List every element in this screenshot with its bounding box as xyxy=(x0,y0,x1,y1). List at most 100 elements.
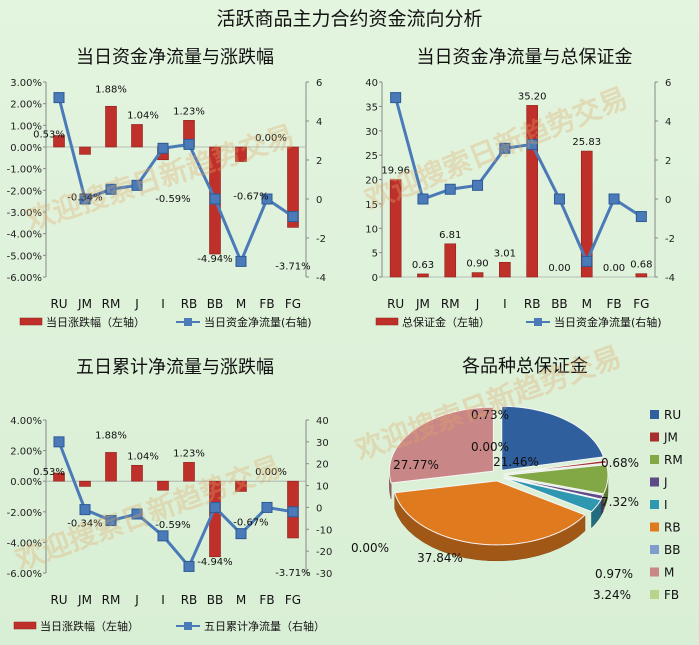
flow-marker-RU xyxy=(53,92,65,104)
legend-bar-swatch xyxy=(375,317,399,326)
pie-data-label: 37.84% xyxy=(417,551,463,565)
flow-marker-M xyxy=(581,255,593,267)
left-tick-label: 5 xyxy=(372,249,378,260)
category-label: JM xyxy=(77,297,92,311)
bar-J xyxy=(131,464,143,482)
right-tick-label: -4 xyxy=(316,273,326,284)
chart-margin-pie: 各品种总保证金 21.46% 0.68% 7.32% 0.97% 3.24% 37.84% 0… xyxy=(350,340,683,602)
bar-data-label: 3.01 xyxy=(494,248,516,259)
chart-title: 各品种总保证金 xyxy=(462,356,588,377)
pie-data-label: 0.97% xyxy=(595,567,633,581)
pie-slice-M xyxy=(388,406,494,484)
bar-M xyxy=(235,480,247,492)
bar-data-label: 1.04% xyxy=(127,110,159,121)
flow-marker-BB xyxy=(553,193,565,205)
pie-legend-label: RM xyxy=(664,453,683,467)
bar-JM xyxy=(417,273,429,278)
pie-data-label: 0.00% xyxy=(351,541,389,555)
pie-legend-swatch-J xyxy=(650,477,659,487)
left-tick-label: 40 xyxy=(365,78,378,89)
bar-RU xyxy=(53,135,65,148)
bar-data-label: -0.67% xyxy=(233,517,268,528)
pie-data-label: 0.73% xyxy=(471,408,509,422)
bar-data-label: 0.00 xyxy=(603,263,625,274)
left-tick-label: -4.00% xyxy=(7,538,42,549)
category-label: RM xyxy=(102,297,121,311)
pie-legend-label: M xyxy=(664,566,674,580)
flow-marker-M xyxy=(235,255,247,267)
left-tick-label: 20 xyxy=(365,176,378,187)
left-tick-label: 3.00% xyxy=(10,78,42,89)
flow-marker-JM xyxy=(79,193,91,205)
category-label: RB xyxy=(181,297,198,311)
category-label: J xyxy=(134,593,139,607)
left-tick-label: 35 xyxy=(365,102,378,113)
flow-marker-RU xyxy=(390,92,402,104)
category-label: FB xyxy=(606,297,621,311)
pie-slice-RB xyxy=(394,480,586,546)
left-tick-label: -3.00% xyxy=(7,208,42,219)
legend-bar-label: 当日涨跌幅（左轴） xyxy=(40,619,139,633)
bar-data-label: -3.71% xyxy=(275,568,310,579)
bar-data-label: 0.90 xyxy=(466,259,488,270)
legend-bar-label: 当日涨跌幅（左轴） xyxy=(46,315,145,329)
pie-legend-swatch-I xyxy=(650,500,659,509)
chart-title: 五日累计净流量与涨跌幅 xyxy=(76,357,274,378)
pie-legend-swatch-M xyxy=(650,567,659,577)
pie-legend-swatch-JM xyxy=(650,432,659,442)
pie-slice-RU xyxy=(501,405,605,471)
left-tick-label: -6.00% xyxy=(7,569,42,580)
pie-legend-swatch-RM xyxy=(650,455,659,464)
legend-bar-label: 总保证金（左轴） xyxy=(402,315,490,329)
pie-slice-RM xyxy=(503,464,609,495)
category-label: FB xyxy=(259,297,274,311)
left-tick-label: -4.00% xyxy=(7,230,42,241)
right-tick-label: -20 xyxy=(316,547,332,558)
right-tick-label: 20 xyxy=(316,460,329,471)
category-label: I xyxy=(161,297,165,311)
category-label: J xyxy=(134,297,139,311)
category-label: RB xyxy=(181,593,198,607)
bar-data-label: -3.71% xyxy=(275,261,310,272)
pie-legend-label: J xyxy=(663,476,668,490)
right-tick-label: 0 xyxy=(665,195,671,206)
bar-data-label: 1.23% xyxy=(173,106,205,117)
pie-legend-label: BB xyxy=(664,543,680,557)
left-tick-label: 0 xyxy=(372,273,378,284)
category-label: RM xyxy=(102,593,121,607)
flow-marker-J xyxy=(131,179,143,191)
left-tick-label: -2.00% xyxy=(7,186,42,197)
right-tick-label: 6 xyxy=(665,78,671,89)
flow-line xyxy=(57,97,294,266)
chart-daily-flow-margin: 当日资金净流量与总保证金40353025201510506420-2-419.9… xyxy=(359,47,675,329)
bar-data-label: 1.88% xyxy=(95,84,127,95)
legend-bar-swatch xyxy=(13,621,37,630)
bar-data-label: 1.88% xyxy=(95,430,127,441)
pie-legend-label: RU xyxy=(664,408,681,422)
left-tick-label: -2.00% xyxy=(7,508,42,519)
left-tick-label: 2.00% xyxy=(10,447,42,458)
bar-data-label: 0.53% xyxy=(33,467,65,478)
pie-legend-label: FB xyxy=(664,588,679,602)
flow-marker-FB xyxy=(261,501,273,513)
bar-I xyxy=(499,262,511,278)
bar-J xyxy=(131,124,143,148)
pie-legend-label: I xyxy=(664,498,668,512)
category-label: BB xyxy=(551,297,567,311)
bar-data-label: 0.00% xyxy=(255,133,287,144)
category-label: RB xyxy=(524,297,541,311)
bar-M xyxy=(580,150,593,278)
bar-RM xyxy=(105,452,117,482)
category-label: FG xyxy=(285,593,301,607)
bar-data-label: 6.81 xyxy=(439,230,461,241)
pie-data-label: 7.32% xyxy=(601,495,639,509)
chart-title: 当日资金净流量与涨跌幅 xyxy=(76,47,274,68)
category-label: FG xyxy=(633,297,649,311)
category-label: JM xyxy=(77,593,92,607)
flow-marker-RM xyxy=(105,515,117,527)
flow-marker-J xyxy=(472,179,484,191)
category-label: BB xyxy=(207,593,223,607)
bar-JM xyxy=(79,480,91,487)
bar-data-label: 19.96 xyxy=(381,166,410,177)
main-title: 活跃商品主力合约资金流向分析 xyxy=(216,8,483,30)
